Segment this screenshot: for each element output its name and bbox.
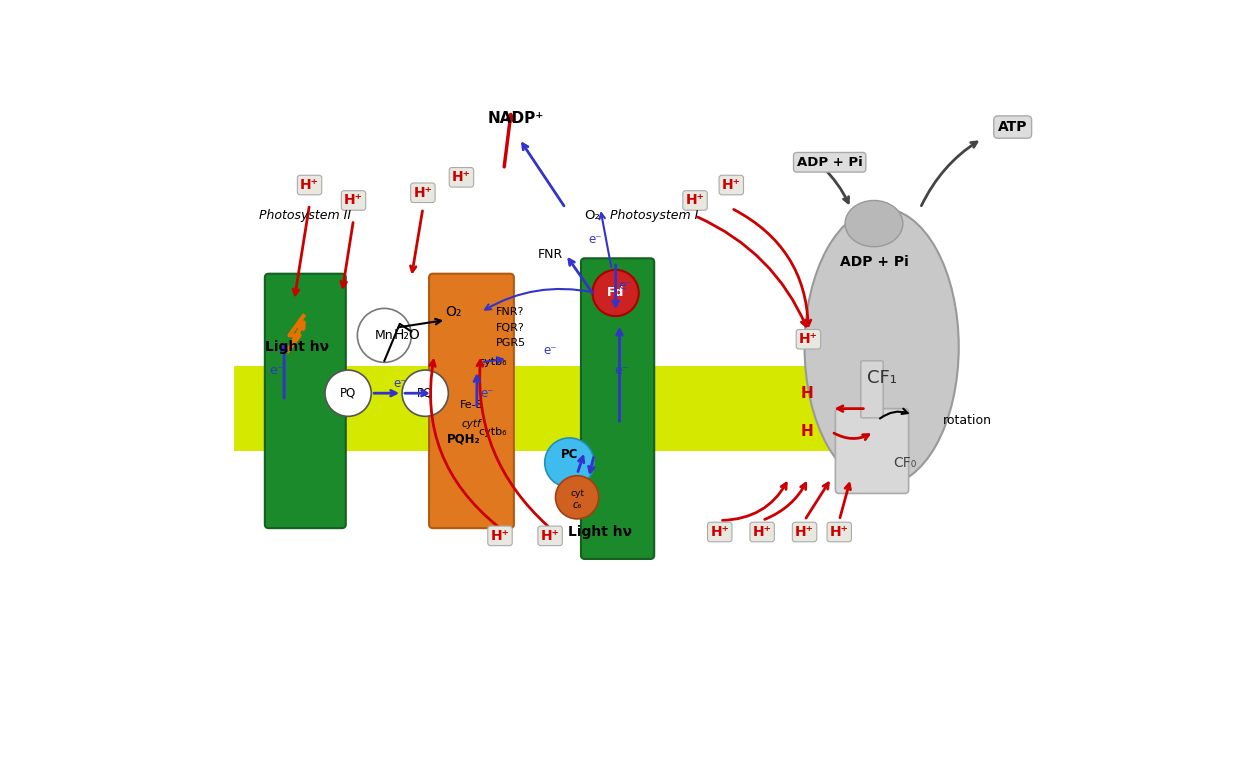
Text: cytb₆: cytb₆ bbox=[478, 358, 507, 367]
Text: ATP: ATP bbox=[997, 120, 1027, 134]
FancyBboxPatch shape bbox=[265, 274, 346, 528]
Text: ADP + Pi: ADP + Pi bbox=[840, 255, 908, 269]
Text: Fe-S: Fe-S bbox=[460, 400, 483, 409]
Text: PGR5: PGR5 bbox=[496, 338, 527, 348]
Text: cyt: cyt bbox=[570, 489, 584, 498]
Text: H⁺: H⁺ bbox=[414, 186, 432, 200]
Text: e⁻: e⁻ bbox=[589, 233, 602, 245]
Text: c₆: c₆ bbox=[572, 500, 582, 510]
Circle shape bbox=[545, 438, 593, 487]
Text: H⁺: H⁺ bbox=[795, 525, 814, 539]
Text: PQH₂: PQH₂ bbox=[447, 433, 481, 446]
Text: rotation: rotation bbox=[943, 414, 992, 426]
Text: e⁻: e⁻ bbox=[618, 279, 633, 291]
Text: Photosystem II: Photosystem II bbox=[259, 210, 351, 222]
Circle shape bbox=[555, 476, 598, 519]
Text: cytb₆: cytb₆ bbox=[478, 427, 507, 436]
Text: e⁻: e⁻ bbox=[393, 377, 406, 389]
Text: H⁺: H⁺ bbox=[830, 525, 849, 539]
Bar bbox=[234, 366, 912, 451]
Text: e⁻: e⁻ bbox=[481, 387, 493, 399]
FancyBboxPatch shape bbox=[429, 274, 514, 528]
Text: CF₁: CF₁ bbox=[866, 369, 897, 387]
Circle shape bbox=[325, 370, 372, 416]
Circle shape bbox=[592, 270, 639, 316]
Ellipse shape bbox=[804, 208, 959, 486]
Text: O₂: O₂ bbox=[585, 210, 601, 222]
Text: CF₀: CF₀ bbox=[893, 456, 917, 470]
FancyBboxPatch shape bbox=[581, 258, 654, 559]
Text: H⁺: H⁺ bbox=[799, 332, 818, 346]
Text: Light hν: Light hν bbox=[569, 525, 632, 539]
FancyBboxPatch shape bbox=[861, 361, 883, 418]
Text: FNR?: FNR? bbox=[496, 308, 524, 317]
Text: cytf: cytf bbox=[462, 419, 481, 429]
Ellipse shape bbox=[845, 200, 903, 247]
Text: Mn: Mn bbox=[375, 329, 394, 342]
Text: Fd: Fd bbox=[607, 287, 624, 299]
Text: H₂O: H₂O bbox=[394, 328, 421, 342]
Text: PC: PC bbox=[561, 449, 579, 461]
FancyBboxPatch shape bbox=[835, 409, 908, 493]
Circle shape bbox=[403, 370, 449, 416]
Text: e⁻: e⁻ bbox=[615, 364, 629, 376]
Text: H⁺: H⁺ bbox=[710, 525, 730, 539]
Text: H⁺: H⁺ bbox=[685, 194, 705, 207]
Text: H⁺: H⁺ bbox=[344, 194, 363, 207]
Text: Light hν: Light hν bbox=[265, 340, 328, 354]
Text: NADP⁺: NADP⁺ bbox=[487, 111, 544, 126]
Text: FQR?: FQR? bbox=[496, 323, 525, 332]
Text: e⁻: e⁻ bbox=[269, 364, 284, 376]
Text: PQ: PQ bbox=[339, 387, 357, 399]
Text: H: H bbox=[802, 386, 814, 401]
Text: ADP + Pi: ADP + Pi bbox=[797, 156, 862, 169]
Text: PQ: PQ bbox=[418, 387, 434, 399]
Text: H⁺: H⁺ bbox=[753, 525, 772, 539]
Text: e⁻: e⁻ bbox=[544, 345, 556, 357]
Text: FNR: FNR bbox=[538, 248, 563, 261]
Text: Photosystem I: Photosystem I bbox=[610, 210, 699, 222]
Text: O₂: O₂ bbox=[446, 305, 462, 319]
Text: H⁺: H⁺ bbox=[300, 178, 318, 192]
Text: H⁺: H⁺ bbox=[452, 170, 471, 184]
Text: H⁺: H⁺ bbox=[491, 529, 509, 543]
Text: H⁺: H⁺ bbox=[540, 529, 560, 543]
Text: H⁺: H⁺ bbox=[722, 178, 741, 192]
Circle shape bbox=[357, 308, 411, 362]
Text: H: H bbox=[802, 424, 814, 439]
